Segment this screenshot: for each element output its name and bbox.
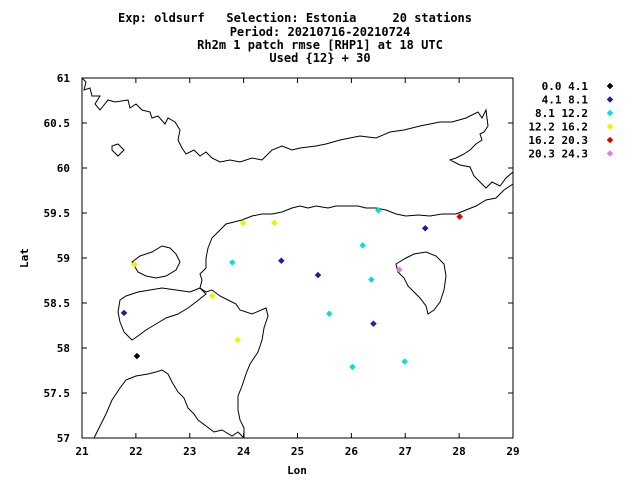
x-tick-label: 23 [183,445,196,458]
y-tick-label: 58.5 [44,297,71,310]
legend-marker [607,137,613,143]
legend-marker [607,97,613,103]
coastline-estonia [200,184,513,438]
station-marker [402,359,408,365]
station-marker [134,353,140,359]
y-tick-label: 57 [57,432,70,445]
coastline-latvia [94,370,244,438]
station-marker [209,293,215,299]
legend-label: 16.2 20.3 [528,134,588,147]
x-axis: 21 22 23 24 25 26 27 28 29 [75,78,519,458]
y-tick-label: 61 [57,72,71,85]
y-tick-label: 60 [57,162,70,175]
station-marker [235,337,241,343]
lake-peipus [396,252,446,314]
legend: 0.0 4.14.1 8.18.1 12.212.2 16.216.2 20.3… [528,80,613,161]
station-marker [422,225,428,231]
data-points [121,207,463,370]
y-axis: 57 57.5 58 58.5 59 59.5 60 60.5 61 [44,72,514,445]
y-axis-label: Lat [18,248,31,268]
x-tick-label: 24 [237,445,251,458]
y-tick-label: 60.5 [44,117,71,130]
station-marker [278,258,284,264]
legend-label: 4.1 8.1 [542,94,589,107]
legend-label: 0.0 4.1 [542,80,589,93]
station-marker [326,311,332,317]
x-tick-label: 26 [345,445,359,458]
y-tick-label: 58 [57,342,70,355]
station-marker [121,310,127,316]
x-tick-label: 21 [75,445,89,458]
x-tick-label: 22 [129,445,142,458]
station-marker [315,272,321,278]
x-tick-label: 25 [291,445,304,458]
legend-label: 12.2 16.2 [528,121,588,134]
x-tick-label: 29 [506,445,519,458]
station-marker [368,277,374,283]
y-tick-label: 59.5 [44,207,71,220]
x-tick-label: 27 [399,445,412,458]
island-saaremaa [118,288,206,340]
station-marker [349,364,355,370]
legend-label: 20.3 24.3 [528,148,588,161]
legend-marker [607,83,613,89]
station-marker [370,321,376,327]
legend-marker [607,110,613,116]
coastline-map [82,78,513,438]
x-tick-label: 28 [453,445,466,458]
plot-area-frame [82,78,513,438]
legend-marker [607,151,613,157]
y-tick-label: 57.5 [44,387,71,400]
legend-label: 8.1 12.2 [535,107,588,120]
y-tick-label: 59 [57,252,70,265]
island-hiiumaa [132,246,180,278]
coastline-island-aland [112,144,124,156]
coastline-finland [82,78,513,188]
x-axis-label: Lon [287,464,307,477]
station-marker [457,214,463,220]
station-marker [229,260,235,266]
station-marker [360,242,366,248]
legend-marker [607,124,613,130]
station-marker [240,220,246,226]
station-marker [271,220,277,226]
